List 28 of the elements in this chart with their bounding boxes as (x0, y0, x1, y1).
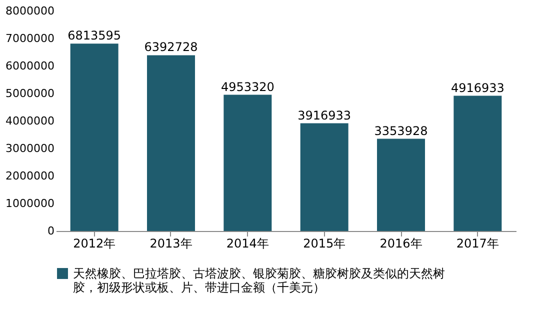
bar (147, 55, 195, 231)
y-tick-label: 2000000 (6, 170, 54, 182)
x-tick-label: 2017年 (456, 236, 499, 250)
y-tick-label: 1000000 (6, 197, 54, 210)
bar (454, 96, 502, 231)
data-label: 3916933 (298, 108, 352, 122)
y-tick-label: 4000000 (6, 114, 54, 128)
y-tick-label: 0 (48, 224, 54, 238)
x-tick-label: 2012年 (73, 236, 116, 250)
x-tick-label: 2016年 (380, 236, 422, 250)
data-label: 4916933 (450, 80, 504, 95)
bar (300, 123, 348, 231)
x-tick-label: 2015年 (303, 236, 346, 250)
x-tick-label: 2014年 (226, 236, 269, 250)
y-tick-label: 6000000 (6, 60, 54, 72)
data-label: 3353928 (374, 124, 428, 138)
bar (224, 94, 272, 231)
y-tick-label: 7000000 (6, 32, 54, 45)
y-tick-label: 5000000 (6, 87, 54, 100)
bar (70, 44, 118, 231)
legend-label: 天然橡胶、巴拉塔胶、古塔波胶、银胶菊胶、糖胶树胶及类似的天然树胶，初级形状或板、片、带进口金额（千美元） (73, 266, 445, 294)
bar (377, 138, 425, 231)
y-tick-label: 3000000 (6, 142, 54, 155)
data-label: 4953320 (220, 80, 274, 94)
y-tick-label: 8000000 (6, 4, 54, 18)
data-label: 6392728 (144, 40, 198, 54)
x-tick-label: 2013年 (150, 236, 192, 250)
data-label: 6813595 (68, 28, 122, 43)
